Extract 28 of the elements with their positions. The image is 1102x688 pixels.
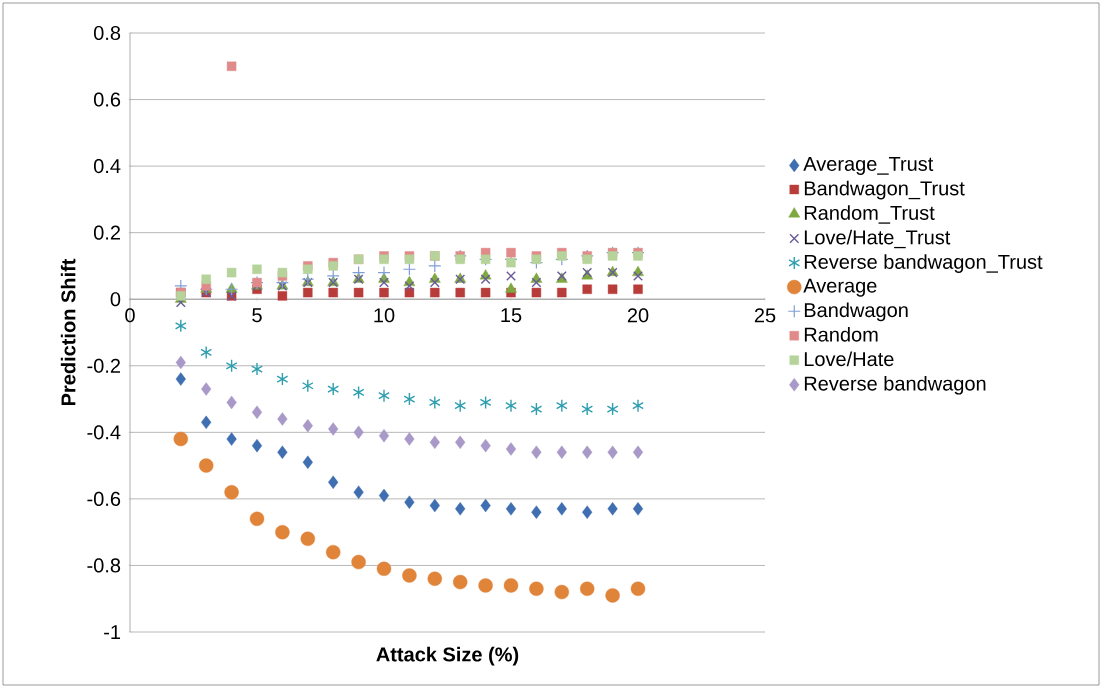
x-tick-label: 0 [125,308,135,323]
x-axis-title: Attack Size (%) [376,646,519,666]
legend-label: Random_Trust [804,205,935,224]
legend-label: Bandwagon [804,302,908,322]
y-tick-label: -0.6 [87,491,121,506]
y-tick-label: -0.4 [87,425,121,440]
x-tick-label: 5 [252,308,262,323]
legend-label: Average_Trust [803,157,934,175]
y-tick-label: 0.6 [93,92,121,107]
y-axis-title: Prediction Shift [60,258,76,406]
x-tick-label: 15 [501,308,522,323]
x-tick-label: 10 [374,308,395,323]
legend-label: Reverse bandwagon_Trust [804,254,1043,273]
y-tick-label: 0.2 [93,225,120,240]
y-tick-label: -0.8 [87,558,121,573]
y-tick-label: -1 [104,625,121,639]
y-tick-label: -0.2 [87,358,120,373]
x-tick-label: 25 [754,308,776,323]
legend-label: Love/Hate_Trust [804,229,951,249]
x-tick-label: 20 [627,308,649,323]
legend-label: Love/Hate [804,351,894,367]
legend-label: Bandwagon_Trust [804,180,965,200]
legend-label: Reverse bandwagon [804,375,986,395]
y-tick-label: 0 [110,292,121,307]
legend-label: Average [803,278,877,297]
y-tick-label: 0.8 [93,25,121,41]
y-tick-label: 0.4 [93,159,121,174]
legend-label: Random [804,326,878,342]
